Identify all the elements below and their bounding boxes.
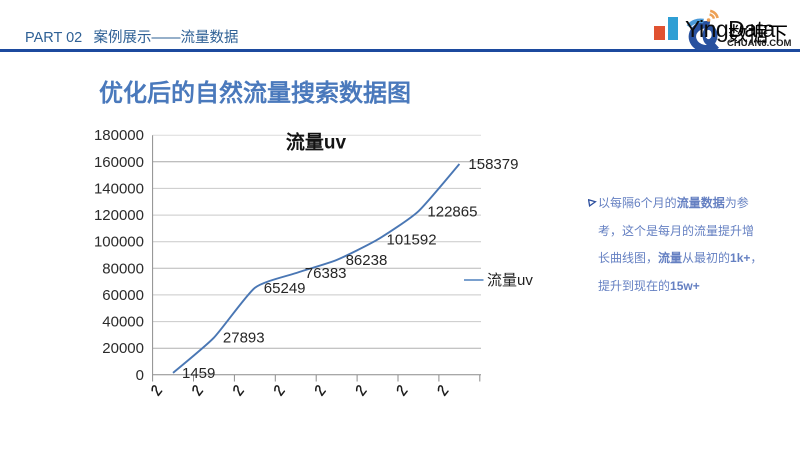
- svg-text:122865: 122865: [427, 203, 477, 220]
- svg-text:20000: 20000: [102, 340, 144, 357]
- svg-text:27893: 27893: [223, 330, 265, 347]
- svg-text:40000: 40000: [102, 314, 144, 331]
- svg-text:158379: 158379: [468, 156, 518, 173]
- svg-text:0: 0: [136, 367, 144, 384]
- svg-text:76383: 76383: [305, 265, 347, 282]
- svg-text:86238: 86238: [346, 252, 388, 269]
- svg-text:140000: 140000: [94, 180, 144, 197]
- svg-text:65249: 65249: [264, 280, 306, 297]
- svg-text:流量uv: 流量uv: [286, 131, 347, 154]
- svg-text:101592: 101592: [387, 232, 437, 249]
- svg-text:160000: 160000: [94, 154, 144, 171]
- svg-text:180000: 180000: [94, 127, 144, 144]
- svg-text:1459: 1459: [182, 365, 215, 382]
- svg-text:120000: 120000: [94, 207, 144, 224]
- svg-text:100000: 100000: [94, 234, 144, 251]
- svg-text:60000: 60000: [102, 287, 144, 304]
- svg-text:流量uv: 流量uv: [487, 272, 533, 289]
- svg-text:80000: 80000: [102, 260, 144, 277]
